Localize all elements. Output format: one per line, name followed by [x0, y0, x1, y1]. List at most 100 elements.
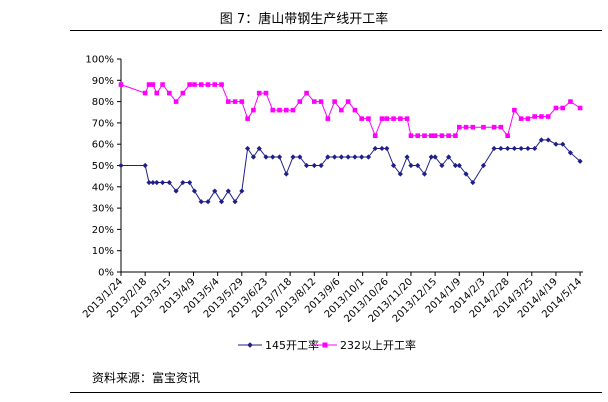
y-tick-label: 0%	[98, 268, 114, 279]
data-point	[518, 145, 524, 152]
y-tick-label: 70%	[92, 118, 114, 129]
data-point	[577, 105, 583, 111]
data-point	[470, 124, 476, 130]
legend-label: 145开工率	[265, 338, 319, 352]
data-point	[553, 141, 559, 147]
data-point	[553, 105, 559, 111]
legend-marker	[247, 342, 253, 348]
data-point	[290, 154, 296, 160]
data-point	[173, 188, 179, 194]
data-point	[525, 116, 531, 121]
data-point	[532, 145, 538, 152]
data-point	[167, 90, 172, 96]
data-point	[338, 154, 344, 160]
y-tick-label: 100%	[85, 55, 114, 66]
data-point	[365, 154, 372, 160]
data-point	[372, 133, 378, 138]
data-point	[480, 162, 487, 169]
data-point	[456, 124, 462, 130]
data-point	[428, 133, 434, 138]
data-point	[567, 150, 574, 156]
data-point	[263, 90, 269, 96]
series-line	[120, 83, 581, 138]
data-point	[250, 154, 257, 160]
data-point	[118, 82, 124, 87]
bottom-rule	[70, 392, 602, 393]
data-point	[332, 99, 337, 104]
data-point	[325, 154, 331, 160]
data-point	[311, 162, 317, 169]
data-point	[218, 199, 225, 205]
data-point	[415, 133, 421, 138]
data-point	[439, 133, 445, 138]
data-point	[173, 99, 179, 104]
data-point	[187, 82, 192, 87]
data-point	[397, 171, 403, 177]
data-point	[239, 99, 245, 104]
data-point	[212, 188, 218, 194]
data-point	[318, 162, 324, 169]
data-point	[432, 133, 438, 138]
legend-marker	[322, 342, 328, 348]
data-point	[560, 141, 566, 147]
data-point	[372, 145, 378, 152]
x-axis: 2013/1/242013/2/182013/3/152013/4/92013/…	[81, 271, 584, 325]
data-point	[270, 107, 276, 113]
data-point	[239, 188, 245, 194]
data-point	[225, 188, 231, 194]
data-point	[312, 99, 317, 104]
data-point	[191, 188, 198, 194]
data-point	[142, 90, 148, 96]
data-point	[251, 107, 256, 113]
data-point	[332, 154, 338, 160]
data-point	[256, 145, 262, 152]
data-point	[470, 179, 476, 186]
data-point	[432, 154, 438, 160]
data-point	[404, 116, 410, 121]
data-point	[384, 145, 390, 152]
data-point	[263, 154, 269, 160]
data-point	[205, 82, 211, 87]
data-point	[577, 158, 583, 164]
data-point	[491, 145, 497, 152]
data-point	[345, 99, 351, 104]
data-point	[154, 179, 160, 186]
data-point	[180, 179, 186, 186]
legend-label: 232以上开工率	[340, 338, 416, 352]
y-tick-label: 80%	[92, 97, 114, 108]
data-point	[198, 82, 204, 87]
legend-entry-1: 145开工率	[238, 338, 319, 352]
data-point	[498, 124, 504, 130]
data-point	[290, 107, 296, 113]
data-point	[446, 133, 451, 138]
data-point	[505, 145, 511, 152]
y-tick-label: 40%	[92, 182, 114, 193]
data-point	[270, 154, 276, 160]
y-axis: 0% 10% 20% 30% 40% 50% 60% 70% 80% 90% 100%	[85, 55, 122, 279]
data-point	[539, 114, 544, 119]
y-tick-label: 10%	[92, 246, 114, 257]
data-point	[525, 145, 531, 152]
data-point	[180, 90, 186, 96]
data-point	[212, 82, 218, 87]
data-point	[245, 145, 251, 152]
data-point	[352, 107, 358, 113]
data-point	[384, 116, 390, 121]
data-point	[245, 116, 250, 121]
data-point	[415, 162, 421, 169]
y-tick-label: 30%	[92, 204, 114, 215]
source-note: 资料来源：富宝资讯	[92, 371, 201, 385]
data-point	[390, 162, 397, 169]
data-point	[142, 162, 148, 169]
data-point	[538, 137, 545, 143]
data-point	[146, 179, 152, 186]
series-2	[118, 82, 583, 138]
data-point	[352, 154, 358, 160]
data-point	[532, 114, 537, 119]
data-point	[159, 179, 166, 186]
y-tick-label: 90%	[92, 76, 114, 87]
data-point	[232, 99, 238, 104]
data-point	[192, 82, 197, 87]
data-point	[150, 179, 156, 186]
data-point	[452, 162, 459, 169]
